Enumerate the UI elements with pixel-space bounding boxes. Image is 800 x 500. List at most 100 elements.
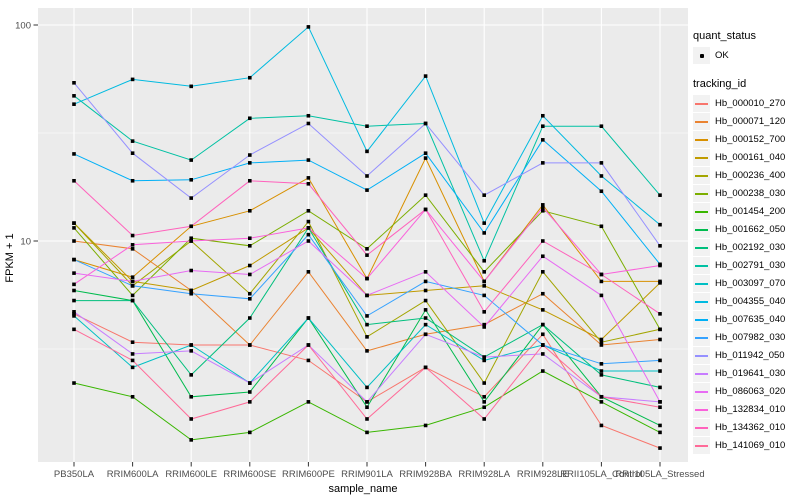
- data-point: [306, 316, 311, 320]
- data-point: [658, 423, 662, 428]
- x-tick-label: RRIM600PE: [282, 469, 335, 480]
- color-swatch-icon: [695, 174, 708, 177]
- legend-key: [693, 185, 710, 202]
- data-point: [130, 352, 135, 356]
- x-tick-label: RRII105LA_Stressed: [615, 469, 704, 480]
- data-point: [541, 308, 545, 312]
- legend-label: Hb_003097_070: [715, 278, 786, 289]
- data-point: [189, 373, 193, 377]
- y-axis-title: FPKM + 1: [4, 233, 16, 282]
- data-point: [599, 394, 604, 399]
- legend-item-Hb_001662_050: Hb_001662_050: [693, 221, 799, 238]
- legend: quant_status OK tracking_id Hb_000010_27…: [693, 30, 799, 455]
- x-tick-label: RRIM600LA: [107, 469, 159, 480]
- data-point: [658, 263, 662, 268]
- data-point: [541, 270, 545, 274]
- data-point: [599, 174, 604, 178]
- legend-label: Hb_019641_030: [715, 368, 786, 379]
- data-point: [306, 121, 311, 126]
- data-point: [248, 116, 252, 121]
- data-point: [658, 446, 662, 450]
- x-axis-title: sample_name: [328, 483, 397, 495]
- data-point: [248, 75, 252, 80]
- data-point: [130, 151, 135, 155]
- data-point: [599, 362, 604, 366]
- data-point: [130, 340, 135, 345]
- legend-item-Hb_000071_120: Hb_000071_120: [693, 113, 799, 130]
- legend-item-ok: OK: [693, 47, 799, 64]
- legend-label: Hb_134362_010: [715, 422, 786, 433]
- data-point: [306, 400, 311, 404]
- legend-label: Hb_004355_040: [715, 296, 786, 307]
- data-point: [248, 316, 252, 320]
- color-swatch-icon: [695, 228, 708, 231]
- legend-label: Hb_001662_050: [715, 224, 786, 235]
- data-point: [541, 208, 545, 213]
- color-swatch-icon: [695, 192, 708, 195]
- data-point: [306, 239, 311, 243]
- color-swatch-icon: [695, 336, 708, 339]
- data-point: [306, 113, 311, 118]
- data-point: [189, 224, 193, 229]
- data-point: [72, 381, 76, 385]
- data-point: [248, 291, 252, 296]
- data-point: [72, 226, 76, 230]
- color-swatch-icon: [695, 210, 708, 213]
- legend-label: Hb_000238_030: [715, 188, 786, 199]
- data-point: [189, 343, 193, 347]
- data-point: [130, 365, 135, 370]
- data-point: [482, 310, 486, 314]
- data-point: [658, 405, 662, 410]
- data-point: [541, 291, 545, 296]
- data-point: [365, 314, 369, 318]
- data-point: [248, 343, 252, 347]
- color-swatch-icon: [695, 444, 708, 447]
- data-point: [658, 193, 662, 197]
- data-point: [599, 337, 604, 342]
- data-point: [423, 316, 428, 320]
- data-point: [482, 358, 486, 363]
- data-point: [248, 430, 252, 435]
- legend-key: [693, 113, 710, 130]
- color-swatch-icon: [695, 102, 708, 105]
- x-tick-label: RRIM600LE: [165, 469, 217, 480]
- data-point: [658, 222, 662, 227]
- legend-item-Hb_002192_030: Hb_002192_030: [693, 239, 799, 256]
- data-point: [423, 279, 428, 284]
- data-point: [423, 151, 428, 155]
- legend-tracking-items: Hb_000010_270 Hb_000071_120 Hb_000152_700 H…: [693, 95, 799, 454]
- legend-item-Hb_007635_040: Hb_007635_040: [693, 311, 799, 328]
- data-point: [541, 124, 545, 129]
- data-point: [365, 253, 369, 257]
- data-point: [189, 158, 193, 162]
- legend-label: Hb_011942_050: [715, 350, 785, 361]
- data-point: [482, 325, 486, 329]
- data-point: [72, 257, 76, 262]
- data-point: [599, 224, 604, 229]
- data-point: [541, 138, 545, 142]
- legend-label: Hb_000071_120: [715, 116, 786, 127]
- data-point: [306, 176, 311, 180]
- color-swatch-icon: [695, 138, 708, 141]
- legend-title-quant-status: quant_status: [693, 30, 756, 42]
- legend-label: Hb_002192_030: [715, 242, 786, 253]
- legend-item-Hb_000010_270: Hb_000010_270: [693, 95, 799, 112]
- data-point: [482, 355, 486, 359]
- data-point: [72, 310, 76, 314]
- axes: PB350LA RRIM600LA RRIM600LE RRIM600SE RRIM60…: [15, 20, 704, 480]
- data-point: [599, 400, 604, 404]
- data-point: [423, 270, 428, 274]
- legend-item-Hb_000161_040: Hb_000161_040: [693, 149, 799, 166]
- legend-item-Hb_003097_070: Hb_003097_070: [693, 275, 799, 292]
- legend-key: [693, 95, 710, 112]
- data-point: [130, 284, 135, 288]
- y-tick-label: 100: [15, 20, 31, 31]
- data-point: [541, 332, 545, 337]
- color-swatch-icon: [695, 354, 708, 357]
- legend-key: [693, 47, 710, 64]
- legend-item-Hb_000238_030: Hb_000238_030: [693, 185, 799, 202]
- data-point: [541, 203, 545, 207]
- color-swatch-icon: [695, 318, 708, 321]
- data-point: [423, 288, 428, 293]
